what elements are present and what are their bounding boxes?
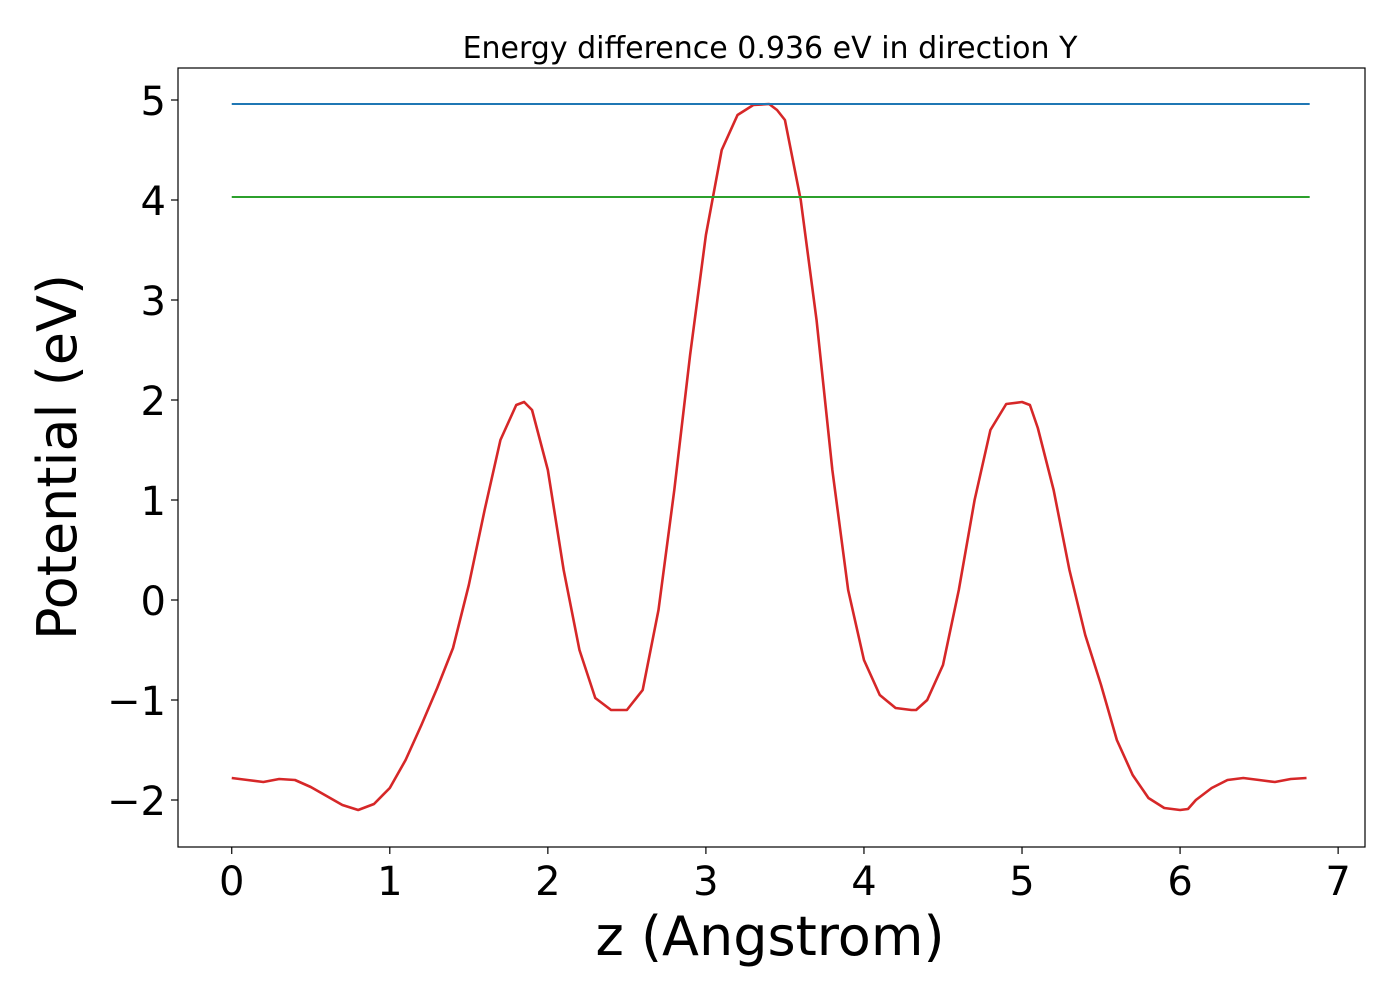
y-tick-label: 0: [141, 579, 166, 625]
x-tick-label: 4: [851, 859, 876, 905]
x-tick-label: 6: [1167, 859, 1192, 905]
x-tick-label: 5: [1009, 859, 1034, 905]
x-axis-label: z (Angstrom): [595, 905, 944, 968]
x-tick-label: 0: [219, 859, 244, 905]
chart-title: Energy difference 0.936 eV in direction …: [463, 31, 1079, 66]
x-tick-label: 2: [535, 859, 560, 905]
y-tick-label: 1: [141, 479, 166, 525]
y-tick-label: 5: [141, 79, 166, 125]
y-axis-label: Potential (eV): [26, 274, 89, 640]
y-tick-label: −2: [107, 779, 166, 825]
x-tick-label: 1: [377, 859, 402, 905]
series-line-0: [231, 102, 1307, 812]
x-tick-label: 3: [693, 859, 718, 905]
y-tick-label: 4: [141, 179, 166, 225]
y-tick-label: −1: [107, 679, 166, 725]
plot-frame: [177, 67, 1366, 848]
axes-layer: 0 1 2 3 4 5 6 7 −2 −1 0 1 2 3 4 5: [107, 67, 1366, 905]
x-tick-label: 7: [1325, 859, 1350, 905]
series-layer: [231, 102, 1310, 812]
y-tick-label: 2: [141, 379, 166, 425]
y-tick-label: 3: [141, 279, 166, 325]
